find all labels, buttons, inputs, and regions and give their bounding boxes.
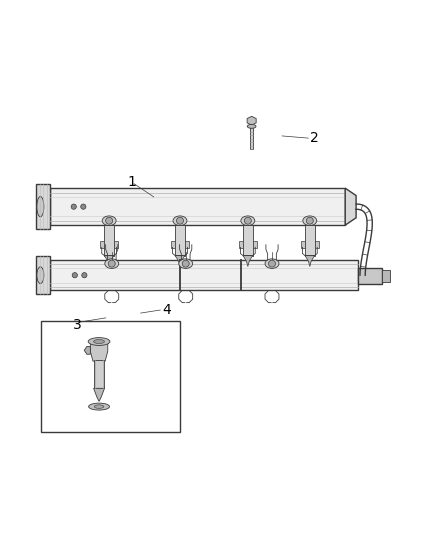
Polygon shape [94, 389, 105, 401]
Ellipse shape [179, 259, 193, 269]
Bar [104, 225, 114, 256]
Ellipse shape [88, 403, 110, 410]
Polygon shape [100, 241, 104, 248]
Bar [358, 268, 382, 284]
Text: 1: 1 [127, 175, 136, 189]
Bar [305, 225, 314, 256]
Circle shape [71, 204, 76, 209]
Polygon shape [90, 342, 108, 361]
Ellipse shape [173, 216, 187, 225]
Bar [41, 321, 180, 432]
Polygon shape [171, 241, 175, 248]
Polygon shape [345, 188, 356, 225]
Ellipse shape [102, 216, 116, 225]
Bar [50, 260, 358, 290]
Polygon shape [239, 241, 243, 248]
Polygon shape [114, 241, 118, 248]
Circle shape [268, 260, 276, 267]
Circle shape [81, 204, 86, 209]
Ellipse shape [247, 124, 256, 128]
Polygon shape [305, 256, 314, 266]
Polygon shape [253, 241, 257, 248]
Bar [36, 256, 50, 294]
Polygon shape [314, 241, 319, 248]
Circle shape [177, 217, 184, 224]
Ellipse shape [94, 340, 105, 343]
Circle shape [72, 272, 78, 278]
Ellipse shape [105, 259, 119, 269]
Text: 4: 4 [162, 303, 171, 317]
Bar [243, 225, 253, 256]
Ellipse shape [37, 267, 44, 284]
Bar [175, 225, 185, 256]
Bar [36, 184, 50, 229]
Circle shape [82, 272, 87, 278]
Circle shape [106, 217, 113, 224]
Ellipse shape [241, 216, 255, 225]
Polygon shape [300, 241, 305, 248]
Polygon shape [84, 346, 90, 354]
Polygon shape [104, 256, 114, 266]
Ellipse shape [303, 216, 317, 225]
Bar [50, 188, 345, 225]
Circle shape [182, 260, 189, 267]
Polygon shape [243, 256, 253, 266]
Circle shape [306, 217, 313, 224]
Polygon shape [175, 256, 185, 266]
Bar [382, 270, 390, 282]
Polygon shape [247, 116, 256, 125]
Circle shape [244, 217, 251, 224]
Text: 3: 3 [73, 318, 82, 332]
Bar [94, 360, 105, 389]
Ellipse shape [94, 405, 104, 408]
Ellipse shape [265, 259, 279, 269]
Bar [250, 126, 253, 149]
Ellipse shape [88, 337, 110, 345]
Polygon shape [185, 241, 189, 248]
Circle shape [108, 260, 115, 267]
Ellipse shape [37, 197, 44, 217]
Text: 2: 2 [311, 131, 319, 145]
